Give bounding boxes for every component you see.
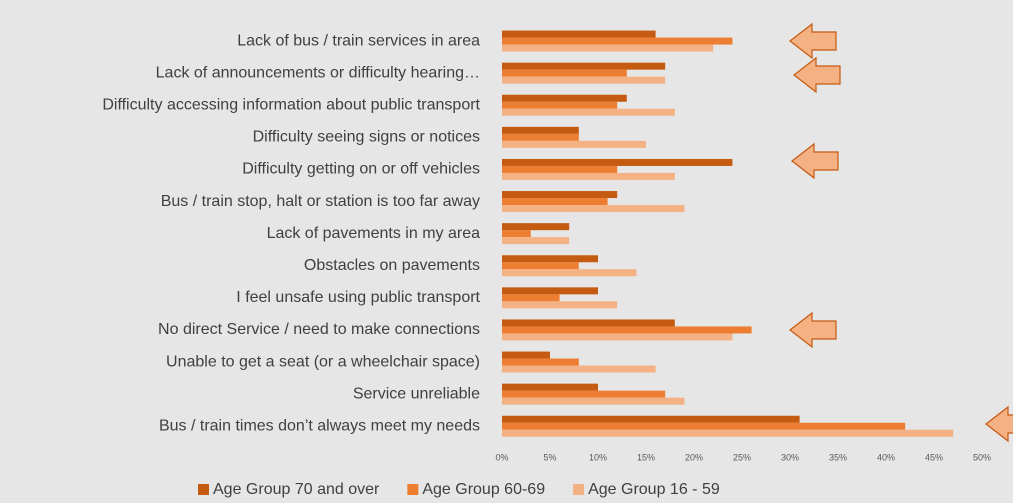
- category-label: Lack of announcements or difficulty hear…: [156, 64, 480, 81]
- arrows: [789, 22, 1013, 443]
- arrow: [985, 405, 1013, 443]
- bar: [502, 69, 627, 77]
- x-tick-label: 25%: [733, 452, 751, 462]
- x-tick-label: 0%: [495, 452, 508, 462]
- bar: [502, 165, 618, 173]
- category-label: Service unreliable: [353, 385, 480, 402]
- x-tick-label: 40%: [877, 452, 895, 462]
- category-label: Bus / train times don’t always meet my n…: [159, 417, 480, 434]
- bar: [502, 255, 598, 263]
- bar: [502, 101, 618, 109]
- bar: [502, 191, 618, 199]
- bar: [502, 365, 656, 373]
- bar: [502, 390, 666, 398]
- bar: [502, 158, 733, 166]
- bar: [502, 326, 752, 334]
- category-label: Difficulty accessing information about p…: [102, 96, 480, 113]
- x-tick-label: 45%: [925, 452, 943, 462]
- category-label: Unable to get a seat (or a wheelchair sp…: [166, 353, 480, 370]
- bar: [502, 358, 579, 366]
- bar: [502, 30, 656, 38]
- bar: [502, 126, 579, 134]
- arrow: [791, 142, 839, 180]
- x-tick-label: 35%: [829, 452, 847, 462]
- bar: [502, 383, 598, 391]
- x-tick-label: 10%: [589, 452, 607, 462]
- category-label: Difficulty seeing signs or notices: [253, 129, 480, 146]
- bar: [502, 287, 598, 295]
- category-label: Difficulty getting on or off vehicles: [242, 161, 480, 178]
- category-label: Lack of bus / train services in area: [237, 32, 480, 49]
- category-label: I feel unsafe using public transport: [236, 289, 480, 306]
- bar: [502, 223, 570, 231]
- bar: [502, 37, 733, 45]
- category-label: Bus / train stop, halt or station is too…: [161, 193, 480, 210]
- legend-swatch: [407, 484, 419, 495]
- bar: [502, 76, 666, 84]
- bar: [502, 351, 550, 359]
- bar: [502, 429, 954, 437]
- bar: [502, 62, 666, 70]
- x-tick-label: 20%: [685, 452, 703, 462]
- category-label: No direct Service / need to make connect…: [158, 321, 480, 338]
- legend-swatch: [573, 484, 585, 495]
- bar: [502, 172, 675, 180]
- bar: [502, 108, 675, 116]
- bar: [502, 205, 685, 213]
- bar: [502, 415, 800, 423]
- bar: [502, 262, 579, 270]
- x-tick-label: 50%: [973, 452, 991, 462]
- bar: [502, 133, 579, 141]
- bar: [502, 94, 627, 102]
- bar: [502, 294, 560, 302]
- bar: [502, 237, 570, 245]
- bar: [502, 422, 906, 430]
- legend-swatch: [198, 484, 209, 495]
- x-tick-label: 30%: [781, 452, 799, 462]
- bar: [502, 140, 646, 148]
- bar: [502, 269, 637, 277]
- category-label: Lack of pavements in my area: [267, 225, 481, 242]
- category-label: Obstacles on pavements: [304, 257, 480, 274]
- bar: [502, 397, 685, 405]
- legend-label: Age Group 60-69: [422, 481, 545, 498]
- bar: [502, 301, 618, 309]
- bar: [502, 319, 675, 327]
- legend-label: Age Group 16 - 59: [588, 481, 720, 498]
- arrow: [793, 56, 841, 94]
- arrow: [789, 311, 837, 349]
- arrow: [789, 22, 837, 60]
- bar: [502, 230, 531, 238]
- x-tick-label: 15%: [637, 452, 655, 462]
- x-tick-label: 5%: [543, 452, 556, 462]
- legend-label: Age Group 70 and over: [213, 481, 380, 498]
- bar: [502, 333, 733, 341]
- bar: [502, 44, 714, 52]
- bar: [502, 198, 608, 206]
